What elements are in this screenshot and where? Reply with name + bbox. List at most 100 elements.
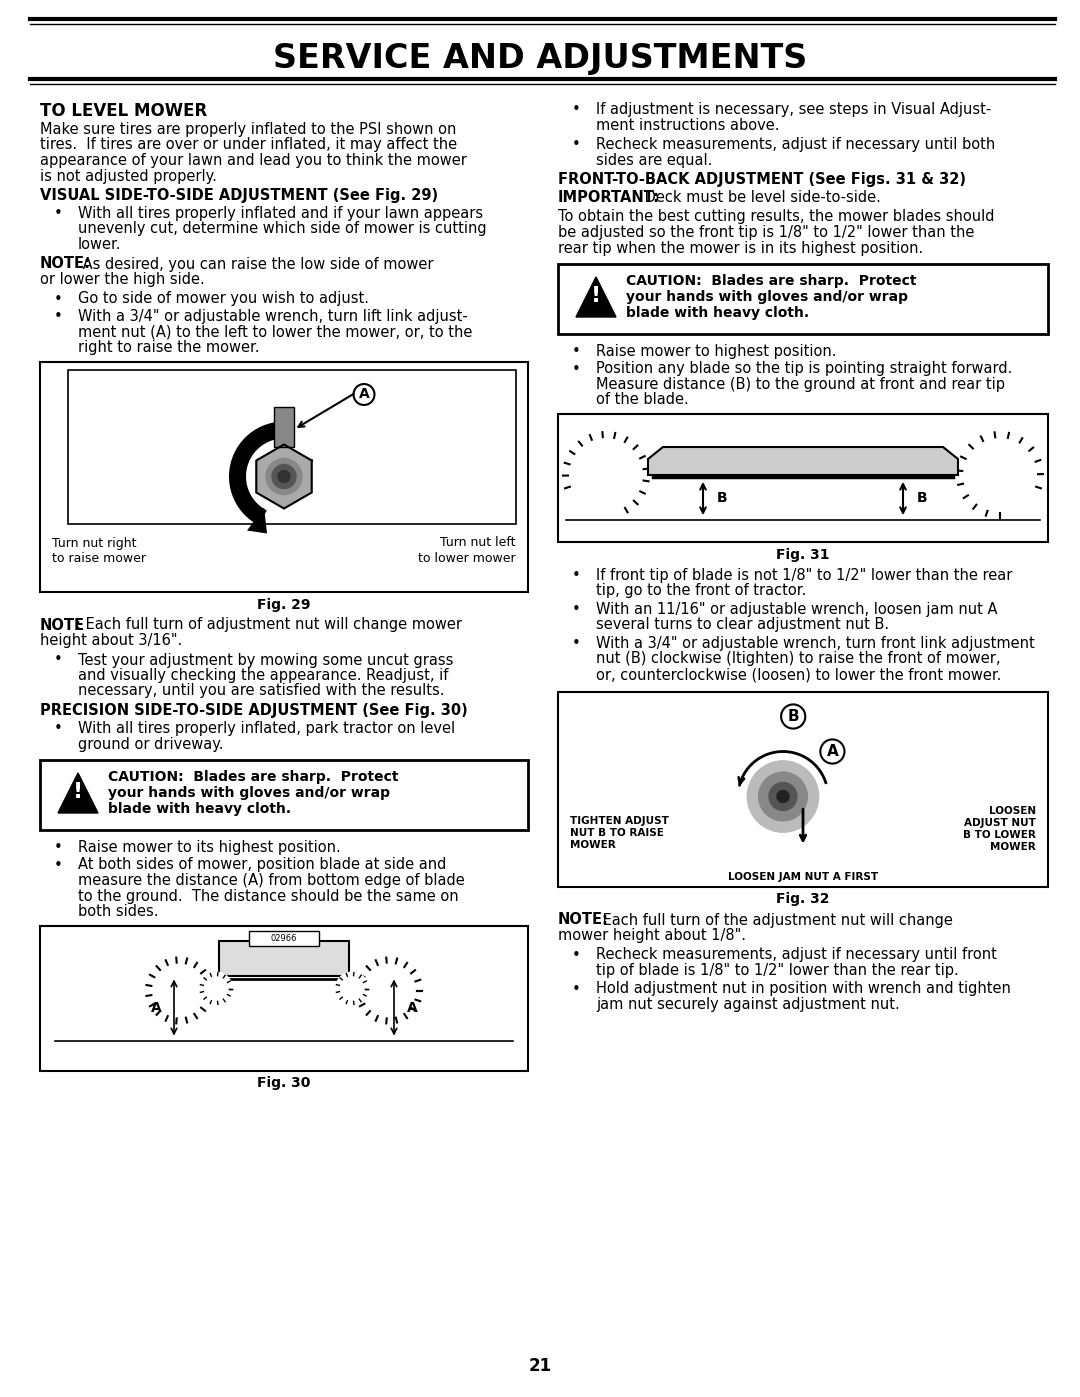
Text: jam nut securely against adjustment nut.: jam nut securely against adjustment nut.: [596, 997, 900, 1011]
Text: Fig. 29: Fig. 29: [257, 598, 311, 612]
Text: nut (B) clockwise (ltighten) to raise the front of mower,: nut (B) clockwise (ltighten) to raise th…: [596, 651, 1000, 666]
Bar: [558, 264, 1048, 334]
Bar: [558, 414, 1048, 542]
Text: A: A: [150, 1000, 161, 1014]
Text: A: A: [359, 387, 369, 401]
Text: •: •: [54, 840, 63, 855]
Text: NOTE: NOTE: [40, 617, 85, 633]
Polygon shape: [648, 447, 958, 475]
Text: IMPORTANT:: IMPORTANT:: [558, 190, 660, 205]
Text: B: B: [717, 492, 728, 506]
Text: B: B: [917, 492, 928, 506]
Text: Make sure tires are properly inflated to the PSI shown on: Make sure tires are properly inflated to…: [40, 122, 457, 137]
Bar: [40, 760, 528, 830]
Text: •: •: [571, 947, 580, 963]
Text: PRECISION SIDE-TO-SIDE ADJUSTMENT (See Fig. 30): PRECISION SIDE-TO-SIDE ADJUSTMENT (See F…: [40, 703, 468, 718]
Text: Turn nut right: Turn nut right: [52, 536, 136, 549]
Text: Raise mower to its highest position.: Raise mower to its highest position.: [78, 840, 341, 855]
Text: mower height about 1/8".: mower height about 1/8".: [558, 928, 746, 943]
Text: Turn nut left: Turn nut left: [441, 536, 516, 549]
Text: VISUAL SIDE-TO-SIDE ADJUSTMENT (See Fig. 29): VISUAL SIDE-TO-SIDE ADJUSTMENT (See Fig.…: [40, 189, 438, 203]
Text: •: •: [571, 982, 580, 996]
Text: !: !: [591, 286, 602, 306]
Text: Measure distance (B) to the ground at front and rear tip: Measure distance (B) to the ground at fr…: [596, 377, 1005, 393]
Text: MOWER: MOWER: [570, 841, 616, 851]
Text: Go to side of mower you wish to adjust.: Go to side of mower you wish to adjust.: [78, 292, 369, 306]
Text: NOTE:: NOTE:: [40, 257, 91, 271]
Circle shape: [200, 972, 232, 1004]
Text: to lower mower: to lower mower: [418, 552, 516, 564]
Text: With a 3/4" or adjustable wrench, turn lift link adjust-: With a 3/4" or adjustable wrench, turn l…: [78, 309, 468, 324]
Text: B TO LOWER: B TO LOWER: [963, 830, 1036, 841]
Text: LOOSEN: LOOSEN: [989, 806, 1036, 816]
Polygon shape: [256, 444, 312, 509]
Text: Each full turn of the adjustment nut will change: Each full turn of the adjustment nut wil…: [598, 912, 953, 928]
Text: NUT B TO RAISE: NUT B TO RAISE: [570, 828, 664, 838]
Text: •: •: [571, 602, 580, 617]
Text: MOWER: MOWER: [990, 842, 1036, 852]
Text: is not adjusted properly.: is not adjusted properly.: [40, 169, 217, 183]
Text: : Each full turn of adjustment nut will change mower: : Each full turn of adjustment nut will …: [76, 617, 462, 633]
Text: or, counterclockwise (loosen) to lower the front mower.: or, counterclockwise (loosen) to lower t…: [596, 666, 1001, 682]
Circle shape: [769, 782, 797, 810]
Text: Fig. 32: Fig. 32: [777, 893, 829, 907]
Text: With a 3/4" or adjustable wrench, turn front link adjustment: With a 3/4" or adjustable wrench, turn f…: [596, 636, 1035, 651]
Circle shape: [357, 958, 421, 1023]
Circle shape: [564, 433, 648, 517]
Circle shape: [759, 773, 807, 820]
Text: •: •: [54, 721, 63, 736]
Polygon shape: [58, 773, 98, 813]
Text: to raise mower: to raise mower: [52, 552, 146, 564]
Circle shape: [336, 972, 368, 1004]
Text: FRONT-TO-BACK ADJUSTMENT (See Figs. 31 & 32): FRONT-TO-BACK ADJUSTMENT (See Figs. 31 &…: [558, 172, 966, 187]
Circle shape: [278, 471, 291, 482]
Text: LOOSEN JAM NUT A FIRST: LOOSEN JAM NUT A FIRST: [728, 872, 878, 882]
Text: your hands with gloves and/or wrap: your hands with gloves and/or wrap: [626, 291, 908, 305]
Text: sides are equal.: sides are equal.: [596, 152, 713, 168]
Bar: [68, 369, 516, 524]
Text: CAUTION:  Blades are sharp.  Protect: CAUTION: Blades are sharp. Protect: [626, 274, 917, 288]
Text: To obtain the best cutting results, the mower blades should: To obtain the best cutting results, the …: [558, 210, 995, 225]
Text: 21: 21: [528, 1356, 552, 1375]
Text: necessary, until you are satisfied with the results.: necessary, until you are satisfied with …: [78, 683, 445, 698]
Text: be adjusted so the front tip is 1/8" to 1/2" lower than the: be adjusted so the front tip is 1/8" to …: [558, 225, 974, 240]
Bar: [274, 407, 294, 447]
Text: TO LEVEL MOWER: TO LEVEL MOWER: [40, 102, 207, 120]
Text: A: A: [407, 1000, 417, 1014]
Text: At both sides of mower, position blade at side and: At both sides of mower, position blade a…: [78, 858, 446, 873]
Text: lower.: lower.: [78, 237, 121, 251]
Text: ment nut (A) to the left to lower the mower, or, to the: ment nut (A) to the left to lower the mo…: [78, 324, 472, 339]
Text: blade with heavy cloth.: blade with heavy cloth.: [626, 306, 809, 320]
Text: •: •: [54, 858, 63, 873]
Text: •: •: [54, 652, 63, 668]
Circle shape: [272, 464, 296, 489]
Bar: [40, 925, 528, 1070]
Text: rear tip when the mower is in its highest position.: rear tip when the mower is in its highes…: [558, 240, 923, 256]
Bar: [249, 930, 319, 946]
Circle shape: [958, 433, 1042, 517]
Text: ADJUST NUT: ADJUST NUT: [964, 819, 1036, 828]
Text: CAUTION:  Blades are sharp.  Protect: CAUTION: Blades are sharp. Protect: [108, 770, 399, 784]
Text: tip, go to the front of tractor.: tip, go to the front of tractor.: [596, 584, 807, 598]
Circle shape: [777, 791, 789, 802]
Text: blade with heavy cloth.: blade with heavy cloth.: [108, 802, 292, 816]
Text: Hold adjustment nut in position with wrench and tighten: Hold adjustment nut in position with wre…: [596, 982, 1011, 996]
Text: SERVICE AND ADJUSTMENTS: SERVICE AND ADJUSTMENTS: [273, 42, 807, 75]
Polygon shape: [576, 277, 616, 317]
Text: 02966: 02966: [271, 935, 297, 943]
Text: •: •: [571, 344, 580, 359]
Text: Raise mower to highest position.: Raise mower to highest position.: [596, 344, 837, 359]
Text: •: •: [571, 137, 580, 152]
Text: A: A: [826, 745, 838, 759]
Polygon shape: [247, 507, 267, 534]
Text: Recheck measurements, adjust if necessary until both: Recheck measurements, adjust if necessar…: [596, 137, 996, 152]
Text: B: B: [787, 710, 799, 724]
Text: NOTE:: NOTE:: [558, 912, 609, 928]
Text: Recheck measurements, adjust if necessary until front: Recheck measurements, adjust if necessar…: [596, 947, 997, 963]
Text: TIGHTEN ADJUST: TIGHTEN ADJUST: [570, 816, 669, 827]
Bar: [219, 940, 349, 975]
Text: tip of blade is 1/8" to 1/2" lower than the rear tip.: tip of blade is 1/8" to 1/2" lower than …: [596, 963, 959, 978]
Text: appearance of your lawn and lead you to think the mower: appearance of your lawn and lead you to …: [40, 154, 467, 168]
Text: •: •: [571, 102, 580, 117]
Text: Test your adjustment by mowing some uncut grass: Test your adjustment by mowing some uncu…: [78, 652, 454, 668]
